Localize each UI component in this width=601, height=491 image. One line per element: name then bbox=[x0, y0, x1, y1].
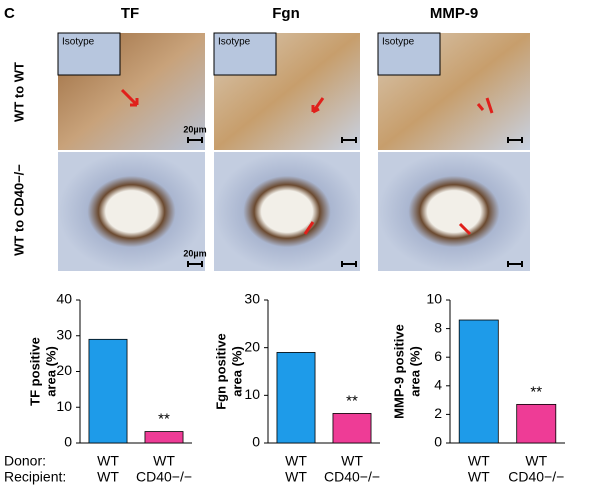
micrograph bbox=[378, 152, 530, 271]
y-tick-label: 40 bbox=[56, 291, 72, 307]
inset bbox=[57, 32, 121, 76]
inset-label: Isotype bbox=[382, 37, 415, 48]
bar bbox=[332, 413, 372, 444]
y-tick-label: 0 bbox=[64, 434, 72, 450]
bar bbox=[144, 431, 184, 444]
column-title: MMP-9 bbox=[430, 5, 478, 22]
x-tick-label: WT bbox=[285, 469, 307, 485]
y-tick-label: 30 bbox=[56, 326, 72, 342]
y-axis-label: Fgn positive bbox=[213, 333, 228, 410]
row-label: Recipient: bbox=[4, 469, 66, 485]
micrograph bbox=[214, 152, 360, 271]
panel-label: C bbox=[4, 5, 15, 22]
y-axis-label: MMP-9 positive bbox=[391, 324, 406, 419]
y-tick-label: 0 bbox=[434, 434, 442, 450]
scale-label: 20µm bbox=[183, 124, 206, 134]
x-tick-label: WT bbox=[285, 453, 307, 469]
y-tick-label: 10 bbox=[244, 386, 260, 402]
inset bbox=[213, 32, 277, 76]
y-tick-label: 10 bbox=[426, 291, 442, 307]
x-tick-label: CD40−/− bbox=[136, 469, 192, 485]
y-tick-label: 20 bbox=[56, 362, 72, 378]
x-tick-label: WT bbox=[525, 453, 547, 469]
inset-label: Isotype bbox=[62, 37, 95, 48]
inset bbox=[377, 32, 441, 76]
y-axis-label: area (%) bbox=[229, 346, 244, 397]
micrographs bbox=[57, 32, 530, 271]
y-axis-label: TF positive bbox=[27, 337, 42, 406]
x-tick-label: WT bbox=[468, 469, 490, 485]
inset-label: Isotype bbox=[218, 37, 251, 48]
y-tick-label: 2 bbox=[434, 405, 442, 421]
x-tick-label: CD40−/− bbox=[508, 469, 564, 485]
scale-label: 20µm bbox=[183, 248, 206, 258]
row-label: Donor: bbox=[4, 453, 46, 469]
y-tick-label: 8 bbox=[434, 319, 442, 335]
y-axis-label: area (%) bbox=[407, 346, 422, 397]
annotation: ** bbox=[530, 383, 542, 400]
row-label: WT to CD40−/− bbox=[11, 164, 26, 256]
bar bbox=[516, 403, 557, 444]
x-tick-label: WT bbox=[341, 453, 363, 469]
y-tick-label: 0 bbox=[252, 434, 260, 450]
scale-bar bbox=[187, 137, 523, 267]
y-tick-label: 20 bbox=[244, 338, 260, 354]
column-title: Fgn bbox=[272, 5, 300, 22]
y-tick-label: 10 bbox=[56, 398, 72, 414]
x-tick-label: WT bbox=[97, 453, 119, 469]
y-tick-label: 4 bbox=[434, 377, 442, 393]
x-tick-label: CD40−/− bbox=[324, 469, 380, 485]
annotation: ** bbox=[346, 392, 358, 409]
y-tick-label: 30 bbox=[244, 291, 260, 307]
x-tick-label: WT bbox=[97, 469, 119, 485]
bar bbox=[88, 338, 128, 444]
x-tick-label: WT bbox=[153, 453, 175, 469]
y-axis-label: area (%) bbox=[43, 346, 58, 397]
x-tick-label: WT bbox=[468, 453, 490, 469]
arrow bbox=[120, 88, 494, 236]
column-title: TF bbox=[121, 5, 139, 22]
micrograph bbox=[58, 152, 205, 271]
bar bbox=[276, 352, 316, 444]
bar bbox=[458, 319, 499, 444]
row-label: WT to WT bbox=[11, 62, 26, 122]
annotation: ** bbox=[158, 411, 170, 428]
y-tick-label: 6 bbox=[434, 348, 442, 364]
